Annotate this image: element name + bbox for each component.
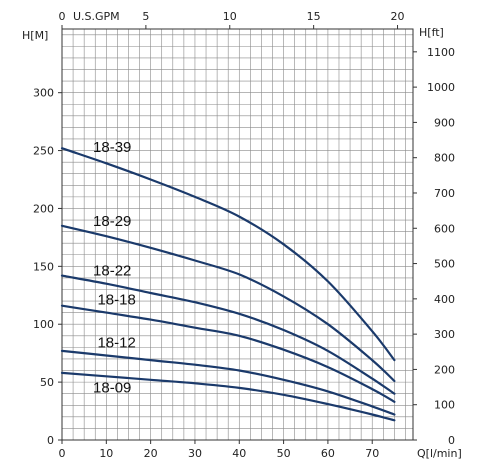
curve-18-09	[60, 371, 396, 422]
curve-18-39	[60, 147, 396, 362]
plot-border	[61, 28, 414, 441]
y-tick-label: 150	[33, 260, 54, 273]
curve-label-18-12: 18-12	[97, 335, 135, 352]
x-tick-label: 10	[99, 447, 113, 460]
curve-18-29	[60, 224, 396, 383]
top-tick-label: 0	[59, 10, 66, 23]
right-axis-title: H[ft]	[419, 26, 444, 39]
right-tick-label: 100	[434, 399, 455, 412]
y-tick-label: 300	[33, 87, 54, 100]
top-tick-label: 20	[391, 10, 405, 23]
y-tick-label: 200	[33, 202, 54, 215]
curve-label-18-18: 18-18	[97, 291, 135, 308]
x-axis-title: Q[l/min]	[417, 447, 462, 460]
curve-18-18	[60, 304, 396, 403]
right-tick-label: 1100	[427, 46, 455, 59]
y-tick-label: 250	[33, 145, 54, 158]
x-tick-label: 50	[277, 447, 291, 460]
y-tick-label: 100	[33, 318, 54, 331]
right-tick-label: 500	[434, 258, 455, 271]
right-tick-label: 900	[434, 116, 455, 129]
right-tick-label: 300	[434, 328, 455, 341]
curve-18-12	[60, 349, 396, 416]
curve-label-18-39: 18-39	[93, 139, 131, 156]
curve-18-22	[60, 274, 396, 395]
x-tick-label: 20	[144, 447, 158, 460]
curves	[60, 147, 396, 422]
y-tick-label: 0	[47, 434, 54, 447]
right-tick-label: 1000	[427, 81, 455, 94]
right-tick-label: 800	[434, 152, 455, 165]
right-tick-label: 0	[448, 434, 455, 447]
curve-label-18-09: 18-09	[93, 379, 131, 396]
top-axis-title: U.S.GPM	[73, 10, 120, 23]
x-tick-label: 60	[321, 447, 335, 460]
plot-frame	[61, 28, 414, 441]
y-axis-title: H[M]	[22, 29, 48, 42]
top-tick-label: 5	[142, 10, 149, 23]
top-tick-label: 15	[307, 10, 321, 23]
grid	[62, 29, 413, 440]
x-tick-label: 30	[188, 447, 202, 460]
labels: 0 10 20 30 40 50 60 70 Q[l/min]0 5 10 15 20U.S.GPM05…	[22, 10, 462, 460]
ticks	[58, 25, 417, 444]
x-tick-label: 0	[59, 447, 66, 460]
curve-label-18-29: 18-29	[93, 213, 131, 230]
right-tick-label: 200	[434, 363, 455, 376]
y-tick-label: 50	[40, 376, 54, 389]
x-tick-label: 40	[232, 447, 246, 460]
right-tick-label: 400	[434, 293, 455, 306]
right-tick-label: 600	[434, 222, 455, 235]
x-tick-label: 70	[365, 447, 379, 460]
right-tick-label: 700	[434, 187, 455, 200]
curve-label-18-22: 18-22	[93, 262, 131, 279]
top-tick-label: 10	[223, 10, 237, 23]
